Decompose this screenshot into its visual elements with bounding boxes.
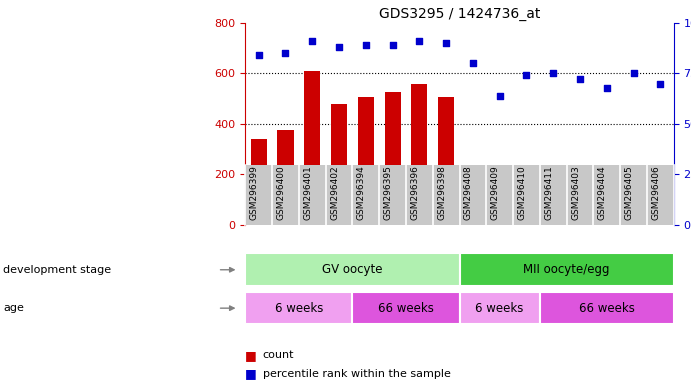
Bar (625, 199, 641, 225)
Point (441, 40, 452, 46)
Text: GSM296411: GSM296411 (545, 165, 553, 220)
Point (334, 44, 345, 50)
Text: GV oocyte: GV oocyte (322, 263, 383, 276)
Text: GSM296394: GSM296394 (357, 165, 366, 220)
Text: development stage: development stage (3, 265, 111, 275)
Point (628, 70, 639, 76)
Text: 6 weeks: 6 weeks (475, 302, 524, 314)
Bar (358, 98, 374, 225)
Title: GDS3295 / 1424736_at: GDS3295 / 1424736_at (379, 7, 540, 21)
Point (307, 38, 318, 44)
Bar (304, 71, 320, 225)
Point (601, 84, 612, 91)
Text: GSM296401: GSM296401 (303, 165, 312, 220)
Text: age: age (3, 303, 24, 313)
Bar (277, 130, 294, 225)
Bar (465, 185, 481, 225)
Text: GSM296409: GSM296409 (491, 165, 500, 220)
Text: GSM296398: GSM296398 (437, 165, 446, 220)
Bar (491, 212, 508, 225)
Text: GSM296406: GSM296406 (652, 165, 661, 220)
Text: GSM296404: GSM296404 (598, 165, 607, 220)
Bar (438, 98, 454, 225)
Point (494, 93, 505, 99)
Text: count: count (263, 350, 294, 360)
Text: GSM296402: GSM296402 (330, 165, 339, 220)
Bar (384, 92, 401, 225)
Bar (411, 84, 427, 225)
Point (360, 42, 371, 48)
Bar (331, 104, 347, 225)
Text: percentile rank within the sample: percentile rank within the sample (263, 369, 451, 379)
Text: GSM296396: GSM296396 (410, 165, 419, 220)
Point (574, 76, 585, 83)
Bar (251, 139, 267, 225)
Text: GSM296400: GSM296400 (276, 165, 285, 220)
Point (467, 60, 478, 66)
Bar (518, 202, 534, 225)
Bar (598, 207, 615, 225)
Point (280, 50, 291, 56)
Text: GSM296405: GSM296405 (625, 165, 634, 220)
Point (655, 81, 666, 87)
Text: GSM296395: GSM296395 (384, 165, 392, 220)
Text: ■: ■ (245, 367, 257, 380)
Text: 66 weeks: 66 weeks (579, 302, 635, 314)
Text: GSM296408: GSM296408 (464, 165, 473, 220)
Text: ■: ■ (245, 349, 257, 362)
Text: GSM296399: GSM296399 (249, 165, 258, 220)
Point (548, 70, 559, 76)
Bar (572, 202, 588, 225)
Text: MII oocyte/egg: MII oocyte/egg (523, 263, 610, 276)
Point (521, 73, 532, 79)
Point (414, 38, 425, 44)
Bar (545, 201, 561, 225)
Text: GSM296403: GSM296403 (571, 165, 580, 220)
Point (387, 42, 398, 48)
Text: 6 weeks: 6 weeks (274, 302, 323, 314)
Bar (652, 206, 668, 225)
Point (253, 52, 264, 58)
Text: 66 weeks: 66 weeks (378, 302, 434, 314)
Text: GSM296410: GSM296410 (518, 165, 527, 220)
